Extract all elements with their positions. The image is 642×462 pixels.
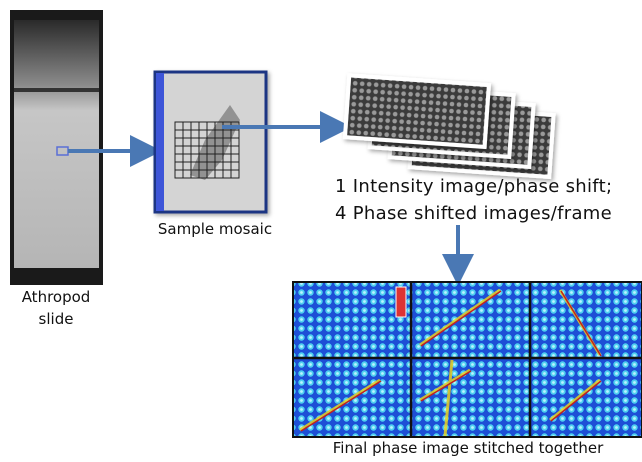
final-image bbox=[292, 281, 642, 438]
slide-label: slide bbox=[39, 310, 74, 328]
mosaic-grid bbox=[174, 121, 240, 179]
stack-caption: 4 Phase shifted images/frame bbox=[335, 203, 612, 224]
final-caption: Final phase image stitched together bbox=[333, 439, 604, 457]
stack-caption: 1 Intensity image/phase shift; bbox=[335, 176, 612, 197]
image-stack bbox=[342, 73, 556, 180]
slide-label: Athropod bbox=[22, 288, 91, 306]
mosaic-label: Sample mosaic bbox=[158, 220, 272, 238]
mosaic-image bbox=[153, 70, 268, 214]
slide-image bbox=[10, 10, 103, 285]
